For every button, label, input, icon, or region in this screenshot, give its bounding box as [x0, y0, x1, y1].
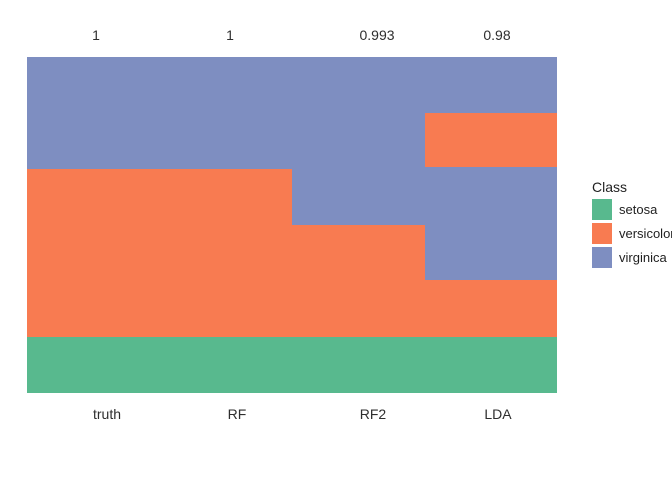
class-segment-RF-setosa — [159, 337, 292, 393]
plot-area — [27, 57, 557, 393]
legend-label-virginica: virginica — [619, 250, 667, 265]
accuracy-label-LDA: 0.98 — [483, 27, 511, 43]
x-axis-label-truth: truth — [92, 406, 122, 422]
x-axis-label-RF2: RF2 — [359, 406, 387, 422]
x-axis-label-LDA: LDA — [484, 406, 512, 422]
x-axis-label-RF: RF — [227, 406, 247, 422]
class-segment-LDA-setosa — [424, 336, 557, 393]
model-column-RF2 — [292, 57, 425, 393]
legend-key-versicolor-swatch — [592, 223, 612, 244]
class-segment-LDA-versicolor — [424, 280, 557, 337]
legend-label-setosa: setosa — [619, 202, 658, 217]
class-segment-RF2-setosa — [292, 337, 425, 393]
class-segment-LDA-versicolor — [424, 113, 557, 167]
class-segment-LDA-virginica — [424, 167, 557, 280]
accuracy-label-truth: 1 — [92, 27, 100, 43]
class-segment-RF2-versicolor — [292, 225, 425, 337]
class-segment-RF2-virginica — [292, 57, 425, 225]
legend: Class setosa versicolor virginica — [592, 180, 672, 271]
legend-entries: setosa versicolor virginica — [592, 199, 672, 268]
model-column-truth — [27, 57, 160, 393]
legend-entry-versicolor: versicolor — [592, 223, 672, 244]
class-segment-RF-versicolor — [159, 169, 292, 337]
legend-entry-virginica: virginica — [592, 247, 672, 268]
legend-key-virginica-swatch — [592, 247, 612, 268]
model-column-RF — [159, 57, 292, 393]
class-segment-truth-versicolor — [27, 169, 160, 337]
class-segment-LDA-virginica — [424, 57, 557, 113]
legend-title: Class — [592, 179, 628, 195]
legend-label-versicolor: versicolor — [619, 226, 672, 241]
class-segment-truth-setosa — [27, 337, 160, 393]
accuracy-label-RF: 1 — [226, 27, 234, 43]
legend-key-setosa-swatch — [592, 199, 612, 220]
class-segment-truth-virginica — [27, 57, 160, 169]
class-segment-RF-virginica — [159, 57, 292, 169]
legend-entry-setosa: setosa — [592, 199, 672, 220]
accuracy-label-RF2: 0.993 — [359, 27, 395, 43]
model-column-LDA — [424, 57, 557, 393]
